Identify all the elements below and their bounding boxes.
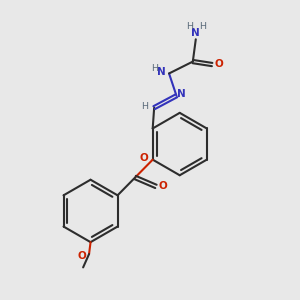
Text: O: O [78, 250, 86, 260]
Text: H: H [151, 64, 158, 73]
Text: O: O [158, 182, 167, 191]
Text: N: N [191, 28, 200, 38]
Text: N: N [177, 89, 186, 99]
Text: O: O [140, 153, 149, 163]
Text: O: O [214, 59, 223, 69]
Text: H: H [199, 22, 206, 31]
Text: H: H [141, 102, 148, 111]
Text: H: H [186, 22, 193, 31]
Text: N: N [157, 67, 166, 77]
